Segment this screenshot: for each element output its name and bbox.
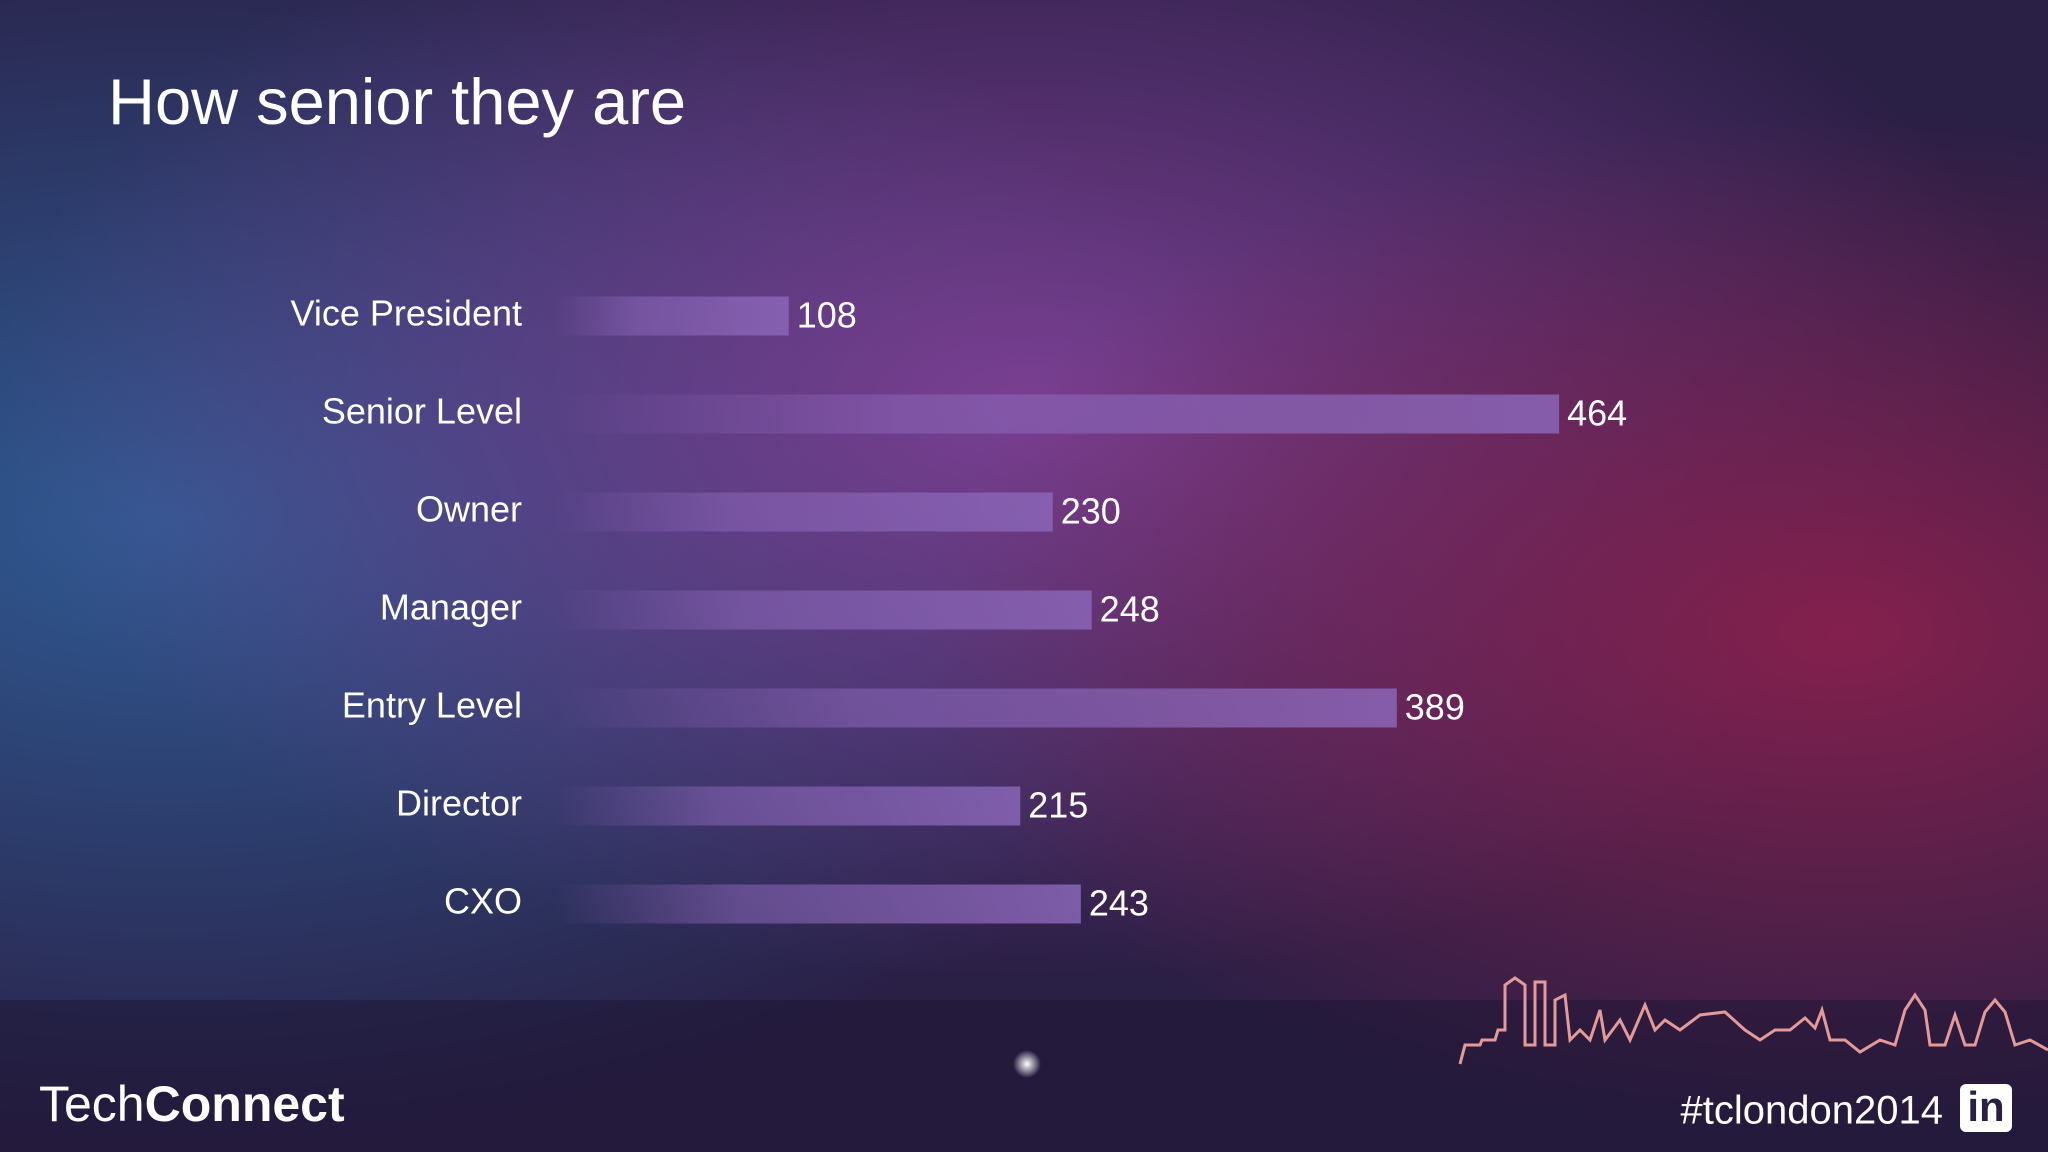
category-label: Entry Level <box>342 685 522 726</box>
brand: TechConnect <box>39 1076 345 1132</box>
value-label: 248 <box>1100 589 1160 630</box>
value-label: 464 <box>1567 393 1627 434</box>
category-label: Manager <box>380 587 522 628</box>
brand-light: Tech <box>39 1076 145 1132</box>
category-label: Vice President <box>291 293 522 334</box>
value-label: 230 <box>1061 491 1121 532</box>
value-label: 389 <box>1405 687 1465 728</box>
value-label: 108 <box>797 295 857 336</box>
category-label: Senior Level <box>322 391 522 432</box>
category-label: CXO <box>444 881 522 922</box>
skyline <box>1458 976 2048 1065</box>
glow <box>1013 1050 1041 1078</box>
value-label: 243 <box>1089 883 1149 924</box>
category-label: Owner <box>416 489 522 530</box>
bar <box>555 688 1397 728</box>
value-label: 215 <box>1028 785 1088 826</box>
logo-box <box>1960 1084 2012 1132</box>
logo: in <box>1967 1083 2004 1130</box>
bar <box>555 492 1053 532</box>
brand-bold: Connect <box>145 1076 345 1132</box>
bar-chart: Vice President 108 Senior Level 464 Owner 230… <box>291 293 1628 924</box>
bar <box>555 394 1560 434</box>
bar <box>555 590 1092 630</box>
hashtag: #tclondon2014 <box>1681 1089 1943 1133</box>
bar <box>555 786 1021 826</box>
chart-title: How senior they are <box>108 65 686 138</box>
bar <box>555 884 1081 924</box>
category-label: Director <box>396 783 522 824</box>
bar <box>555 296 789 336</box>
